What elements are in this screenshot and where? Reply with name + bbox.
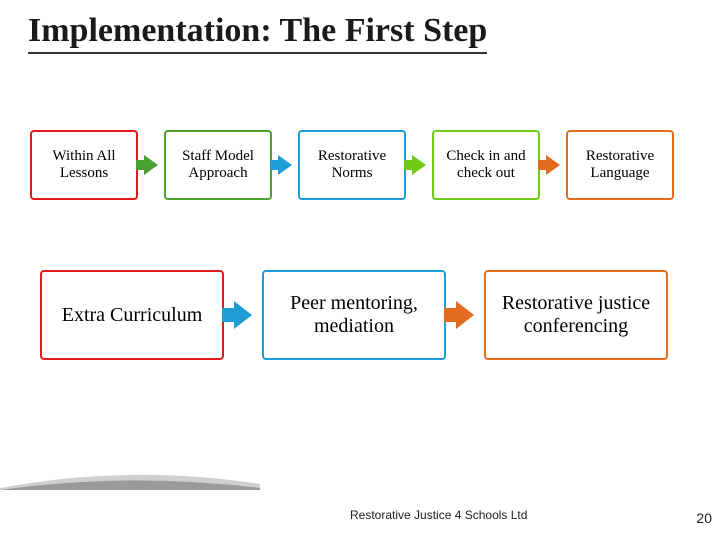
arrow-right-icon bbox=[234, 301, 252, 329]
flow-box: Within All Lessons bbox=[30, 130, 138, 200]
arrow-right-icon bbox=[456, 301, 474, 329]
arrow-right-icon bbox=[278, 155, 292, 175]
flow-box: Check in and check out bbox=[432, 130, 540, 200]
flow-box: Peer mentoring, mediation bbox=[262, 270, 446, 360]
row2-flow: Extra Curriculum Peer mentoring, mediatio… bbox=[40, 270, 700, 360]
row1-flow: Within All Lessons Staff Model Approach Re… bbox=[30, 130, 700, 200]
page-title: Implementation: The First Step bbox=[28, 12, 487, 54]
arrow-right-icon bbox=[144, 155, 158, 175]
flow-box: Restorative Norms bbox=[298, 130, 406, 200]
arrow-right-icon bbox=[412, 155, 426, 175]
flow-box: Extra Curriculum bbox=[40, 270, 224, 360]
arrow-right-icon bbox=[546, 155, 560, 175]
decorative-swoosh bbox=[0, 470, 260, 490]
flow-box: Restorative justice conferencing bbox=[484, 270, 668, 360]
page-number: 20 bbox=[696, 510, 712, 526]
footer-credit: Restorative Justice 4 Schools Ltd bbox=[350, 508, 527, 522]
flow-box: Staff Model Approach bbox=[164, 130, 272, 200]
flow-box: Restorative Language bbox=[566, 130, 674, 200]
